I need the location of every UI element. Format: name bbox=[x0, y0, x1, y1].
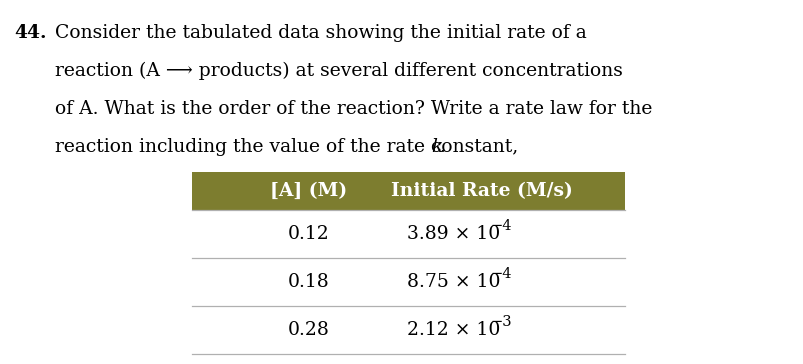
Text: Consider the tabulated data showing the initial rate of a: Consider the tabulated data showing the … bbox=[55, 24, 586, 42]
Bar bbox=[192, 172, 624, 210]
Text: 44.: 44. bbox=[14, 24, 47, 42]
Text: −3: −3 bbox=[490, 315, 512, 329]
Text: 0.28: 0.28 bbox=[287, 321, 329, 339]
Text: 0.12: 0.12 bbox=[287, 225, 329, 243]
Text: reaction including the value of the rate constant,: reaction including the value of the rate… bbox=[55, 138, 524, 156]
Text: .: . bbox=[438, 138, 445, 156]
Text: k: k bbox=[431, 138, 442, 156]
Text: Initial Rate (M/s): Initial Rate (M/s) bbox=[391, 182, 573, 200]
Text: reaction (A ⟶ products) at several different concentrations: reaction (A ⟶ products) at several diffe… bbox=[55, 62, 622, 80]
Text: [A] (M): [A] (M) bbox=[270, 182, 347, 200]
Text: 3.89 × 10: 3.89 × 10 bbox=[407, 225, 500, 243]
Text: −4: −4 bbox=[490, 219, 512, 233]
Text: −4: −4 bbox=[490, 267, 512, 281]
Text: of A. What is the order of the reaction? Write a rate law for the: of A. What is the order of the reaction?… bbox=[55, 100, 651, 118]
Text: 8.75 × 10: 8.75 × 10 bbox=[407, 273, 500, 291]
Text: 0.18: 0.18 bbox=[287, 273, 329, 291]
Text: 2.12 × 10: 2.12 × 10 bbox=[407, 321, 500, 339]
